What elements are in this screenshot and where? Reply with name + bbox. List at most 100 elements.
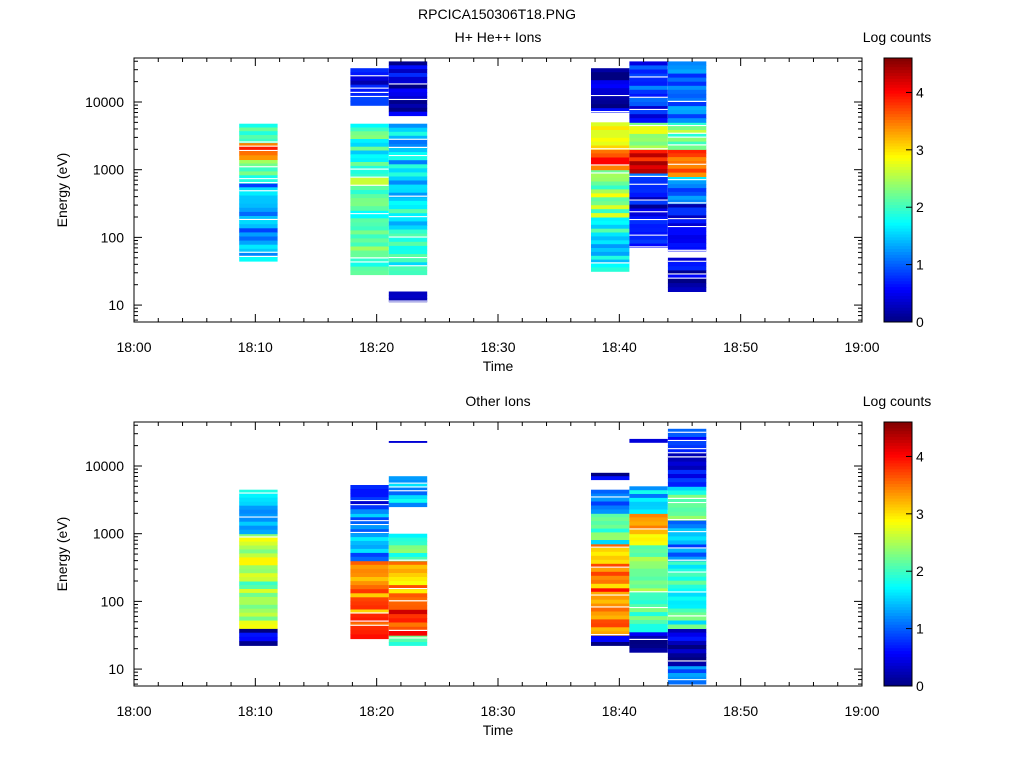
- energy-bin: [629, 494, 668, 499]
- colorbar-swatch: [884, 662, 912, 666]
- energy-bin: [629, 505, 668, 510]
- energy-bin: [388, 581, 428, 586]
- colorbar-swatch: [884, 551, 912, 555]
- energy-bin: [667, 287, 707, 292]
- energy-bin: [667, 247, 707, 252]
- energy-bin: [239, 159, 278, 164]
- colorbar-swatch: [884, 463, 912, 467]
- energy-bin: [629, 644, 668, 649]
- colorbar-swatch: [884, 292, 912, 296]
- colorbar-swatch: [884, 627, 912, 631]
- bin-gap: [629, 148, 668, 150]
- bin-gap: [667, 448, 707, 450]
- colorbar-swatch: [884, 87, 912, 91]
- energy-bin: [388, 564, 428, 570]
- energy-bin: [591, 240, 630, 245]
- energy-bin: [667, 608, 707, 614]
- x-tick-label: 18:00: [116, 703, 151, 719]
- energy-bin: [388, 605, 428, 611]
- energy-bin: [629, 501, 668, 507]
- colorbar: 0 1 2 3 4 Log counts: [863, 393, 932, 694]
- bin-gap: [388, 216, 428, 218]
- energy-bin: [591, 528, 630, 533]
- energy-bin: [239, 224, 278, 229]
- energy-bin: [388, 225, 428, 230]
- energy-bin: [667, 180, 707, 185]
- energy-bin: [629, 200, 668, 206]
- colorbar-swatch: [884, 242, 912, 247]
- bin-gap: [629, 607, 668, 609]
- energy-bin: [388, 631, 428, 636]
- energy-bin: [629, 549, 668, 554]
- energy-bin: [350, 76, 389, 81]
- energy-bin: [667, 657, 707, 662]
- bin-gap: [239, 218, 278, 221]
- colorbar-swatch: [884, 571, 912, 575]
- energy-bin: [388, 80, 428, 86]
- energy-bin: [667, 168, 707, 174]
- colorbar-swatch: [884, 545, 912, 549]
- energy-bin: [591, 513, 630, 518]
- energy-bin: [388, 573, 428, 578]
- energy-bin: [239, 183, 278, 188]
- energy-bin: [629, 102, 668, 107]
- energy-bin: [239, 252, 278, 258]
- energy-bin: [591, 255, 630, 261]
- energy-bin: [667, 640, 707, 646]
- energy-bin: [667, 219, 707, 224]
- energy-bin: [350, 266, 389, 272]
- energy-bin: [591, 236, 630, 241]
- colorbar-swatch: [884, 539, 912, 543]
- energy-bin: [388, 172, 428, 177]
- colorbar-swatch: [884, 198, 912, 203]
- energy-bin: [629, 130, 668, 135]
- energy-bin: [591, 638, 630, 643]
- energy-bin: [239, 577, 278, 582]
- energy-bin: [388, 229, 428, 235]
- energy-bin: [629, 196, 668, 202]
- bin-gap: [667, 125, 707, 127]
- x-tick-label: 19:00: [844, 703, 879, 719]
- energy-bin: [388, 160, 428, 165]
- colorbar-swatch: [884, 568, 912, 572]
- colorbar-swatch: [884, 222, 912, 226]
- x-tick-label: 18:00: [116, 339, 151, 355]
- bin-gap: [667, 179, 707, 181]
- energy-bin: [239, 641, 278, 646]
- time-column: [591, 472, 630, 646]
- colorbar-swatch: [884, 430, 912, 435]
- energy-bin: [591, 104, 630, 109]
- colorbar-swatch: [884, 468, 912, 473]
- energy-bin: [629, 73, 668, 79]
- colorbar-swatch: [884, 542, 912, 546]
- energy-bin: [629, 85, 668, 91]
- energy-bin: [667, 227, 707, 232]
- bin-gap: [629, 125, 668, 127]
- energy-bin: [388, 270, 428, 276]
- energy-bin: [350, 226, 389, 231]
- energy-bin: [591, 205, 630, 210]
- bin-gap: [667, 571, 707, 573]
- energy-bin: [591, 493, 630, 498]
- energy-bin: [667, 499, 707, 504]
- energy-bin: [629, 576, 668, 581]
- energy-bin: [667, 645, 707, 650]
- energy-bin: [629, 141, 668, 146]
- colorbar-tick-label: 4: [916, 448, 924, 464]
- panel-title: Other Ions: [465, 393, 530, 409]
- bin-gap: [350, 504, 389, 506]
- energy-bin: [667, 114, 707, 119]
- energy-bin: [591, 575, 630, 581]
- bin-gap: [350, 261, 389, 263]
- energy-bin: [388, 597, 428, 602]
- energy-bin: [239, 163, 278, 168]
- energy-bin: [388, 241, 428, 247]
- energy-bin: [388, 237, 428, 243]
- energy-bin: [239, 513, 278, 519]
- colorbar-swatch: [884, 260, 912, 264]
- energy-bin: [667, 77, 707, 83]
- energy-bin: [239, 203, 278, 209]
- bin-gap: [239, 141, 278, 143]
- energy-bin: [667, 540, 707, 546]
- energy-bin: [591, 130, 630, 135]
